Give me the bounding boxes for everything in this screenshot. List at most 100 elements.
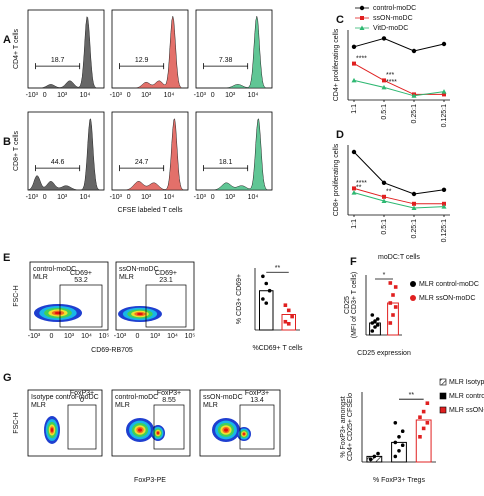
x-tick-label: 0 — [127, 194, 131, 201]
x-tick-label: -10³ — [26, 194, 39, 201]
point — [411, 48, 417, 54]
point — [372, 454, 377, 459]
legend-label: ssON-moDC — [373, 15, 413, 22]
point — [382, 78, 386, 83]
density-cloud — [136, 312, 144, 316]
x-tick-label: 10³ — [150, 333, 161, 340]
point — [442, 201, 446, 206]
x-tick-label: 0.125:1 — [441, 219, 448, 242]
series-line — [353, 63, 444, 95]
x-axis-label: moDC:T cells — [378, 254, 420, 261]
point — [351, 44, 357, 49]
histogram — [196, 15, 272, 89]
point — [412, 201, 416, 206]
series-line — [353, 79, 445, 97]
point — [442, 92, 446, 97]
point — [393, 305, 398, 309]
x-tick-label: 1:1 — [351, 104, 358, 114]
point — [286, 322, 291, 326]
legend-marker — [439, 406, 447, 414]
point — [388, 321, 393, 325]
point — [418, 415, 422, 419]
legend-marker — [410, 281, 416, 287]
x-tick-label: -10³ — [194, 194, 207, 201]
significance: ** — [386, 189, 392, 196]
panel-letter: C — [336, 14, 344, 26]
y-axis-label: (MFI of CD3+ T cells) — [351, 272, 358, 338]
plot-title: control-moDC — [115, 394, 158, 401]
x-tick-label: 0 — [211, 92, 215, 99]
x-tick-label: 10³ — [225, 194, 236, 201]
plot-subtitle: MLR — [33, 274, 48, 281]
significance: * — [383, 272, 386, 279]
point — [411, 93, 417, 98]
legend-marker — [359, 25, 365, 30]
x-tick-label: 10⁴ — [81, 333, 92, 340]
legend-label: control-moDC — [373, 5, 416, 12]
point — [391, 293, 395, 297]
point — [373, 319, 377, 323]
x-tick-label: 0.25:1 — [411, 219, 418, 239]
x-tick-label: 10⁵ — [99, 333, 110, 340]
point — [391, 313, 395, 317]
point — [286, 308, 291, 313]
point — [381, 36, 387, 41]
y-axis-label: CD4+ T cells — [13, 29, 20, 70]
x-tick-label: 10⁴ — [167, 333, 178, 340]
x-tick-label: -10³ — [28, 333, 41, 340]
point — [441, 204, 447, 209]
point — [283, 303, 288, 307]
y-axis-label: CD4+ CD25+ CFSElo — [347, 393, 354, 461]
x-tick-label: 10³ — [64, 333, 75, 340]
point — [381, 84, 387, 90]
series-line — [353, 37, 445, 52]
x-tick-label: -10³ — [194, 92, 207, 99]
x-tick-label: 0.25:1 — [411, 104, 418, 124]
x-tick-label: 10⁴ — [248, 92, 259, 99]
point — [351, 77, 357, 83]
significance: ** — [356, 184, 362, 191]
legend-marker — [439, 378, 447, 386]
histogram — [27, 118, 104, 191]
gate-value: 0 — [80, 397, 84, 404]
x-tick-label: 10³ — [141, 92, 152, 99]
significance: **** — [356, 180, 367, 187]
series-line — [353, 187, 444, 205]
legend-label: MLR ssON-moDC — [419, 295, 475, 302]
point — [370, 321, 375, 325]
gate-value: 8.55 — [162, 397, 176, 404]
x-tick-label: 10³ — [57, 194, 68, 201]
legend-label: VitD-moDC — [373, 25, 408, 32]
y-axis-label: FSC-H — [13, 412, 20, 433]
gate-name: CD69+ — [70, 270, 92, 277]
significance: ** — [275, 265, 281, 272]
x-tick-label: 0.5:1 — [381, 104, 388, 120]
panel-letter: A — [3, 34, 11, 46]
x-tick-label: 0 — [43, 194, 47, 201]
point — [376, 451, 380, 456]
point — [393, 440, 398, 445]
gate — [239, 404, 275, 450]
y-axis-label: CD8+ T cells — [13, 131, 20, 172]
gate — [153, 404, 185, 450]
histogram — [112, 118, 188, 191]
point — [441, 187, 447, 192]
point — [421, 409, 426, 414]
x-axis-label: FoxP3-PE — [134, 477, 166, 484]
plot-frame — [27, 389, 103, 457]
gate-name: CD69+ — [155, 270, 177, 277]
point — [425, 401, 430, 405]
plot-title: Isotype control-moDC — [31, 394, 99, 401]
gate-name: FoxP3+ — [157, 390, 181, 397]
gate-name: FoxP3+ — [70, 390, 94, 397]
x-axis-label: % FoxP3+ Tregs — [373, 477, 425, 484]
point — [351, 190, 357, 195]
gate-value: 12.9 — [135, 57, 149, 64]
gate — [67, 404, 97, 450]
point — [373, 325, 377, 329]
gate-value: 23.1 — [159, 277, 173, 284]
point — [393, 421, 398, 425]
gate-value: 13.4 — [250, 397, 264, 404]
bar — [387, 302, 399, 336]
